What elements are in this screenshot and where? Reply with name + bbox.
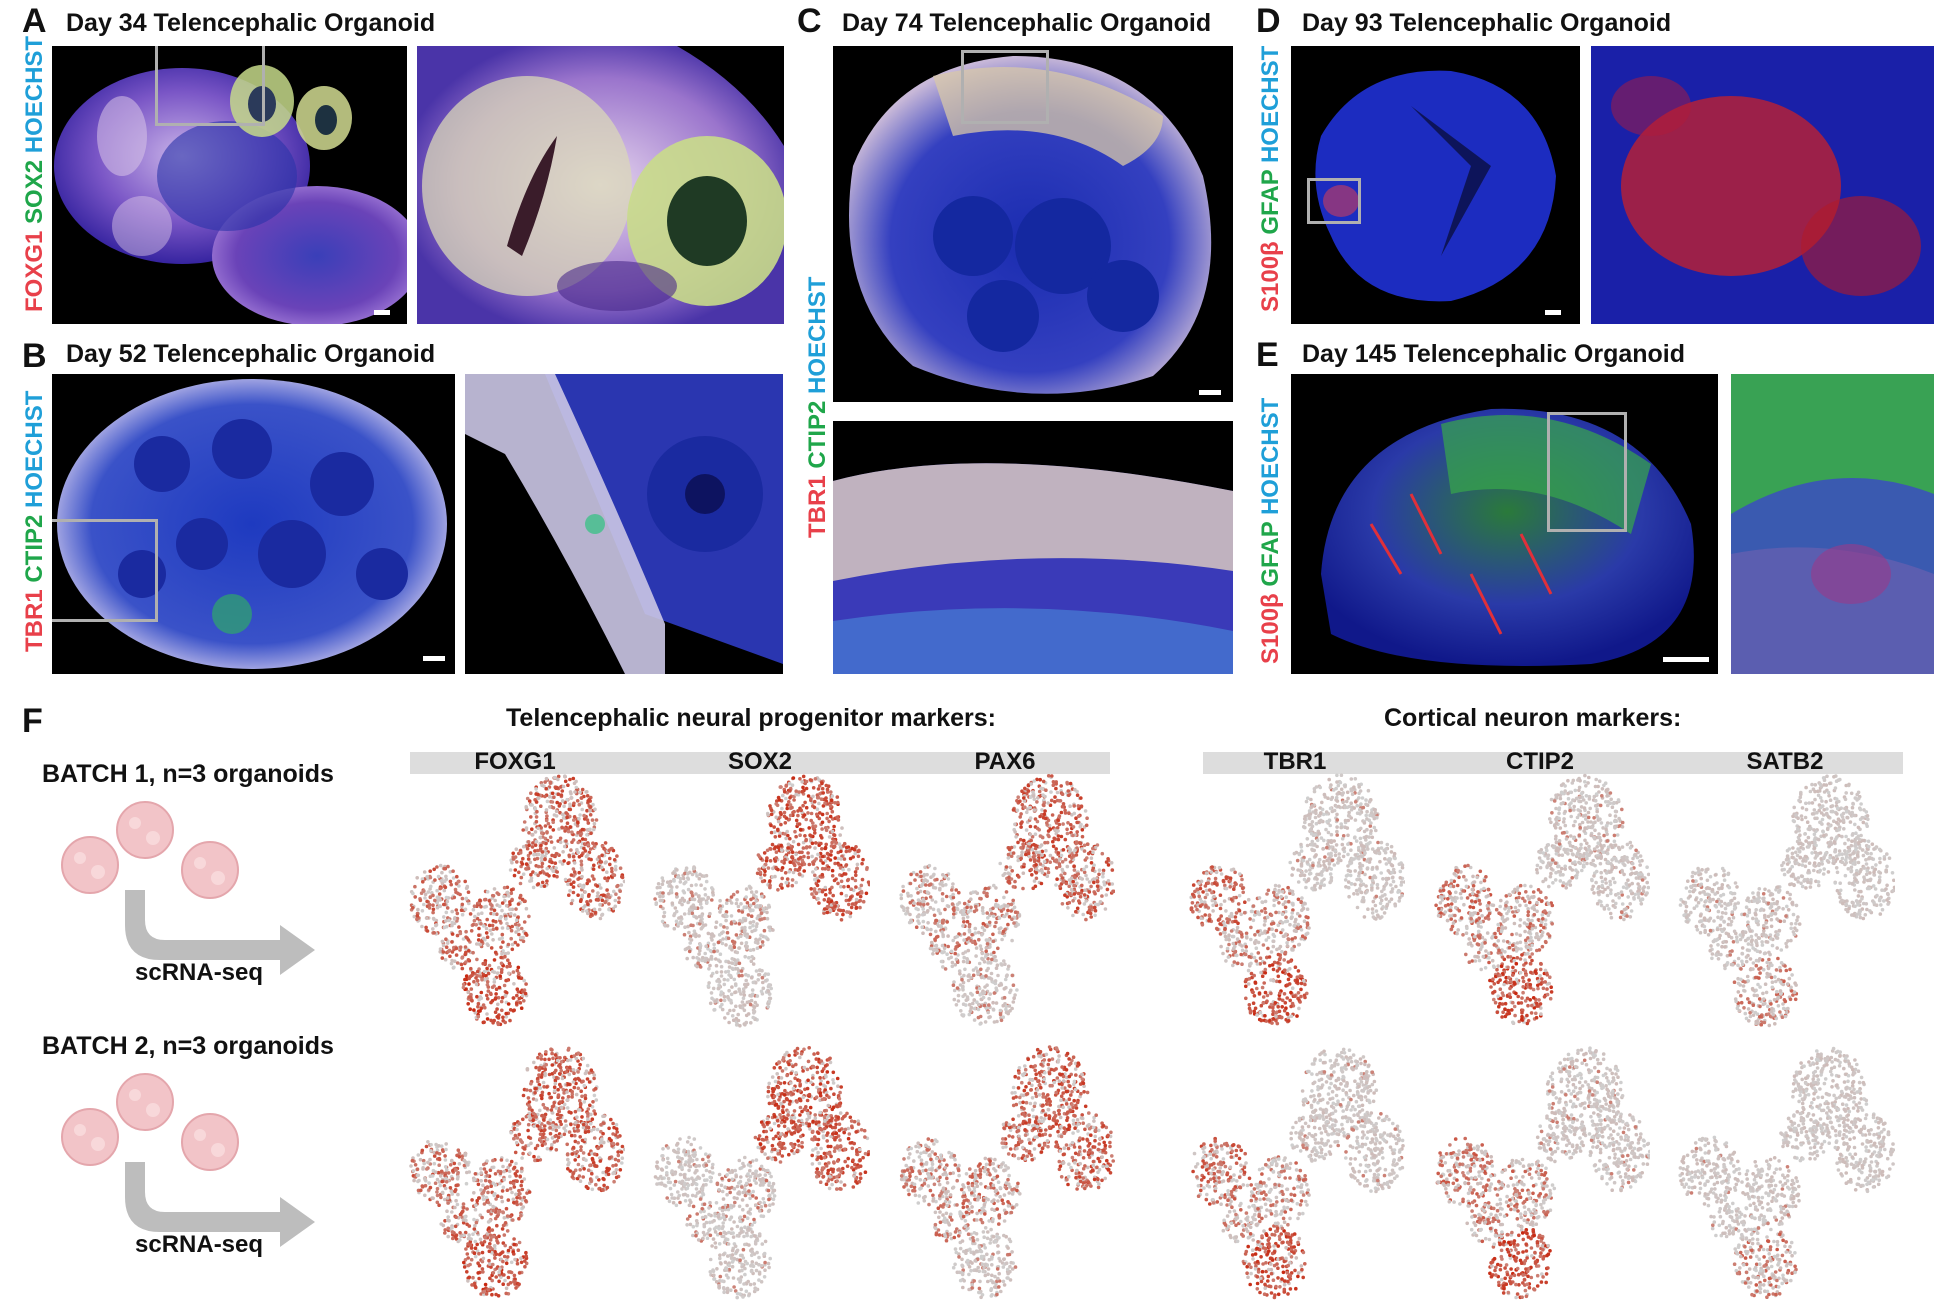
organoid-icon (61, 1108, 119, 1166)
panel-letter-b: B (22, 337, 47, 375)
stain-s100b: S100β (1257, 593, 1284, 664)
panel-a-roi-box (155, 46, 265, 126)
panel-e-scale-bar (1663, 657, 1709, 662)
organoid-icon (181, 1113, 239, 1171)
panel-letter-a: A (22, 2, 47, 40)
progenitor-header-bar (410, 752, 1110, 774)
gene-label-satb2: SATB2 (1746, 748, 1824, 775)
panel-e-zoom-image (1731, 374, 1934, 674)
umap-plot-satb2-batch-2 (1678, 1046, 1895, 1299)
organoid-icon (61, 836, 119, 894)
organoid-icon (116, 1073, 174, 1131)
panel-d-overview-image (1291, 46, 1580, 324)
neuron-header-bar (1203, 752, 1903, 774)
umap-plot-sox2-batch-2 (653, 1046, 870, 1300)
neuron-markers-title: Cortical neuron markers: (1384, 704, 1682, 732)
umap-plot-pax6-batch-1 (899, 774, 1115, 1026)
panel-e-title: Day 145 Telencephalic Organoid (1302, 340, 1686, 368)
batch-1-method-label: scRNA-seq (135, 959, 264, 986)
panel-b-scale-bar (423, 656, 445, 661)
panel-e-overview-image (1291, 374, 1718, 674)
gene-label-tbr1: TBR1 (1263, 748, 1327, 775)
stain-ctip2: CTIP2 (804, 400, 831, 469)
panel-d-title: Day 93 Telencephalic Organoid (1302, 9, 1672, 37)
panel-a-zoom-image (417, 46, 784, 324)
stain-tbr1: TBR1 (804, 475, 831, 538)
panel-b-zoom-image (465, 374, 783, 674)
panel-b-roi-box (52, 519, 158, 622)
panel-a-title: Day 34 Telencephalic Organoid (66, 9, 436, 37)
stain-gfap: GFAP (1257, 169, 1284, 235)
panel-letter-c: C (797, 2, 822, 40)
umap-plot-foxg1-batch-2 (409, 1046, 625, 1298)
panel-a-overview-image (52, 46, 407, 324)
batch-2-method-label: scRNA-seq (135, 1231, 264, 1258)
panel-letter-f: F (22, 702, 43, 740)
panel-b-overview-image (52, 374, 455, 674)
panel-d-zoom-image (1591, 46, 1934, 324)
umap-plot-ctip2-batch-1 (1434, 773, 1650, 1026)
panel-b-stain-label: TBR1 CTIP2 HOECHST (21, 390, 48, 652)
panel-e-roi-box (1547, 412, 1627, 532)
umap-plot-pax6-batch-2 (899, 1045, 1115, 1300)
panel-e-stain-label: S100β GFAP HOECHST (1257, 397, 1284, 664)
organoid-icon (181, 841, 239, 899)
stain-s100b: S100β (1257, 241, 1284, 312)
panel-c-zoom-image (833, 421, 1233, 674)
umap-plot-tbr1-batch-1 (1189, 773, 1405, 1026)
panel-a-scale-bar (374, 310, 390, 315)
panel-c-scale-bar (1199, 390, 1221, 395)
stain-ctip2: CTIP2 (21, 514, 48, 583)
panel-d-stain-label: S100β GFAP HOECHST (1257, 45, 1284, 312)
batch-1-label: BATCH 1, n=3 organoids (42, 760, 334, 788)
batch-2-workflow-diagram (61, 1073, 315, 1247)
panel-d-roi-box (1307, 178, 1361, 224)
batch-2-label: BATCH 2, n=3 organoids (42, 1032, 334, 1060)
gene-label-pax6: PAX6 (974, 748, 1036, 775)
panel-c-title: Day 74 Telencephalic Organoid (842, 9, 1212, 37)
gene-label-sox2: SOX2 (727, 748, 793, 775)
stain-hoechst: HOECHST (21, 390, 48, 508)
stain-hoechst: HOECHST (1257, 397, 1284, 516)
panel-c-overview-image (833, 46, 1233, 402)
panel-c-stain-label: TBR1 CTIP2 HOECHST (804, 276, 831, 538)
stain-hoechst: HOECHST (21, 35, 48, 154)
panel-a-stain-label: FOXG1 SOX2 HOECHST (21, 35, 48, 312)
batch-1-workflow-diagram (61, 801, 315, 975)
organoid-icon (116, 801, 174, 859)
stain-hoechst: HOECHST (1257, 45, 1284, 164)
arrow-right-icon (125, 890, 315, 975)
umap-plot-sox2-batch-1 (653, 774, 870, 1028)
stain-hoechst: HOECHST (804, 276, 831, 394)
stain-gfap: GFAP (1257, 521, 1284, 587)
arrow-right-icon (125, 1162, 315, 1247)
gene-label-foxg1: FOXG1 (474, 748, 556, 775)
panel-b-title: Day 52 Telencephalic Organoid (66, 340, 436, 368)
panel-letter-e: E (1256, 336, 1279, 374)
stain-foxg1: FOXG1 (21, 230, 48, 312)
umap-plot-ctip2-batch-2 (1435, 1046, 1650, 1300)
umap-plot-foxg1-batch-1 (409, 774, 625, 1027)
panel-c-roi-box (961, 50, 1049, 124)
progenitor-markers-title: Telencephalic neural progenitor markers: (506, 704, 996, 732)
gene-label-ctip2: CTIP2 (1505, 748, 1574, 775)
umap-plot-tbr1-batch-2 (1191, 1047, 1405, 1300)
umap-plot-satb2-batch-1 (1678, 774, 1895, 1028)
panel-d-scale-bar (1545, 310, 1561, 315)
panel-letter-d: D (1256, 2, 1281, 40)
stain-tbr1: TBR1 (21, 589, 48, 652)
stain-sox2: SOX2 (21, 159, 48, 224)
